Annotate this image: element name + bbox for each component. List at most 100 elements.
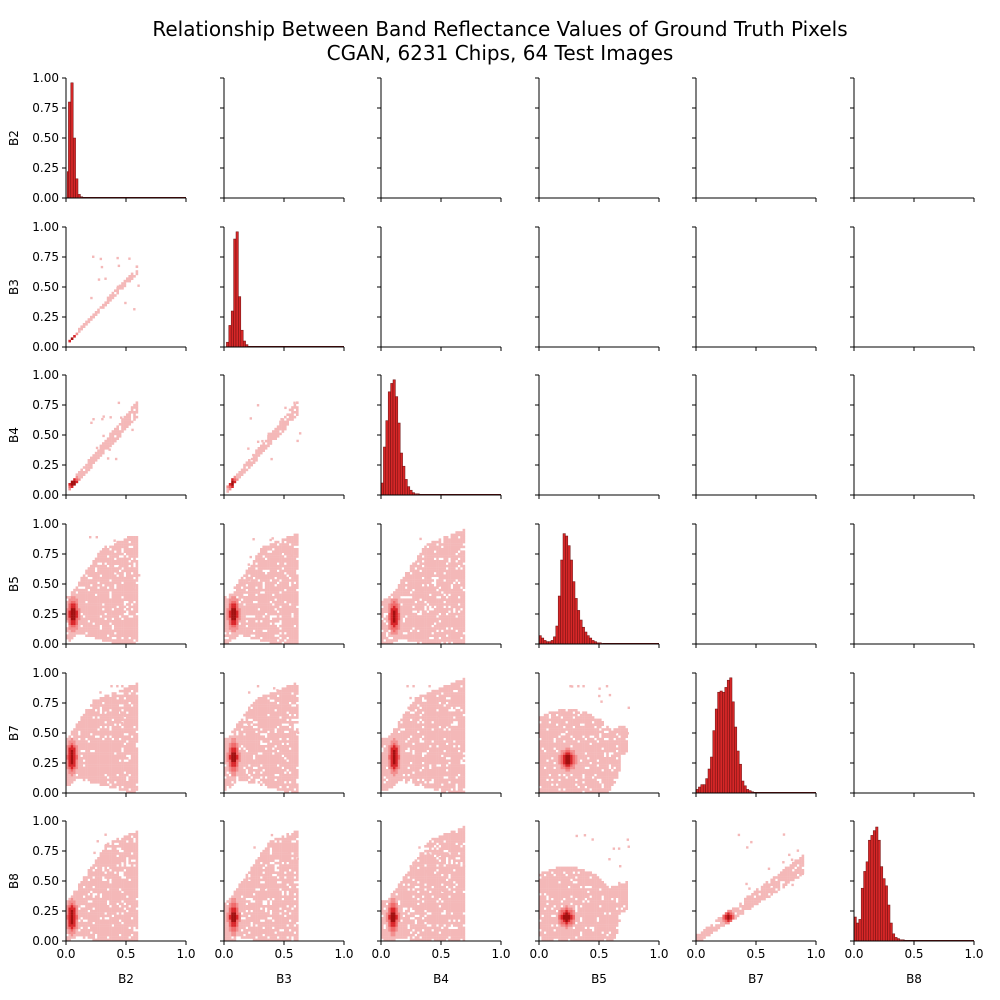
density-cell — [291, 569, 294, 573]
density-cell — [450, 543, 454, 546]
density-cell — [114, 692, 117, 695]
density-cell — [245, 603, 249, 606]
density-cell — [438, 608, 442, 611]
density-cell — [291, 406, 294, 409]
density-cell — [236, 752, 239, 755]
density-cell — [412, 581, 415, 585]
density-cell — [281, 572, 285, 575]
density-cell — [450, 600, 454, 604]
density-cell — [106, 769, 110, 772]
density-cell — [78, 757, 81, 760]
density-cell — [414, 608, 418, 611]
density-cell — [240, 632, 244, 635]
density-cell — [104, 593, 107, 597]
density-cell — [128, 275, 131, 278]
density-cell — [73, 634, 76, 637]
density-cell — [73, 740, 76, 743]
density-cell — [104, 303, 107, 307]
density-cell — [276, 586, 280, 589]
density-cell — [133, 697, 136, 700]
density-cell — [383, 617, 386, 621]
density-cell — [126, 564, 129, 568]
density-cell — [453, 564, 456, 568]
density-cell — [426, 548, 430, 551]
density-cell — [441, 569, 444, 573]
density-outlier — [108, 448, 111, 451]
density-cell — [462, 550, 466, 553]
density-cell — [85, 610, 88, 613]
density-cell — [272, 610, 275, 613]
density-cell — [421, 622, 425, 625]
density-cell — [87, 466, 91, 469]
density-cell — [385, 639, 389, 642]
density-cell — [288, 536, 292, 539]
density-cell — [133, 548, 136, 551]
density-cell — [245, 610, 249, 613]
density-cell — [445, 581, 449, 585]
density-cell — [248, 584, 251, 587]
density-cell — [462, 639, 466, 642]
density-cell — [293, 593, 297, 597]
density-cell — [231, 480, 234, 484]
density-cell — [397, 588, 401, 592]
density-cell — [224, 766, 227, 770]
density-cell — [70, 480, 74, 484]
density-cell — [267, 548, 270, 551]
density-cell — [279, 552, 282, 556]
density-cell — [109, 697, 112, 700]
density-cell — [429, 596, 432, 599]
density-cell — [99, 776, 103, 779]
density-cell — [243, 742, 246, 746]
density-cell — [455, 543, 458, 546]
y-tick-label: 0.00 — [32, 191, 59, 205]
density-cell — [118, 634, 122, 637]
density-cell — [73, 593, 76, 597]
density-cell — [429, 562, 432, 565]
density-cell — [85, 747, 88, 750]
density-cell — [393, 624, 396, 628]
density-cell — [106, 622, 110, 625]
density-cell — [448, 615, 451, 618]
density-cell — [133, 620, 136, 623]
density-cell — [460, 579, 463, 582]
density-cell — [388, 605, 391, 609]
density-cell — [111, 615, 115, 618]
density-cell — [450, 634, 454, 637]
density-cell — [269, 574, 273, 577]
density-cell — [87, 624, 91, 628]
density-cell — [231, 730, 234, 734]
density-cell — [94, 591, 98, 594]
density-cell — [433, 629, 437, 633]
density-cell — [114, 624, 117, 628]
density-cell — [228, 487, 232, 491]
density-cell — [279, 641, 282, 645]
density-outlier — [285, 582, 289, 585]
density-cell — [243, 629, 246, 633]
density-cell — [126, 622, 129, 625]
density-cell — [293, 600, 297, 604]
density-cell — [126, 788, 129, 791]
density-cell — [417, 576, 420, 580]
density-cell — [395, 608, 398, 611]
density-cell — [443, 540, 446, 544]
density-cell — [92, 747, 95, 750]
density-cell — [78, 735, 81, 738]
density-cell — [109, 740, 112, 743]
density-cell — [106, 615, 110, 618]
density-cell — [130, 634, 134, 637]
density-cell — [409, 610, 413, 613]
density-cell — [279, 548, 282, 551]
density-cell — [257, 572, 261, 575]
density-cell — [224, 608, 227, 611]
density-cell — [121, 773, 124, 777]
density-cell — [106, 581, 110, 585]
density-cell — [114, 701, 117, 705]
density-cell — [445, 557, 449, 561]
density-cell — [228, 608, 232, 611]
density-cell — [272, 579, 275, 582]
density-cell — [296, 636, 299, 640]
density-cell — [116, 584, 119, 587]
density-cell — [66, 596, 69, 599]
density-cell — [448, 550, 451, 553]
density-cell — [243, 713, 246, 717]
